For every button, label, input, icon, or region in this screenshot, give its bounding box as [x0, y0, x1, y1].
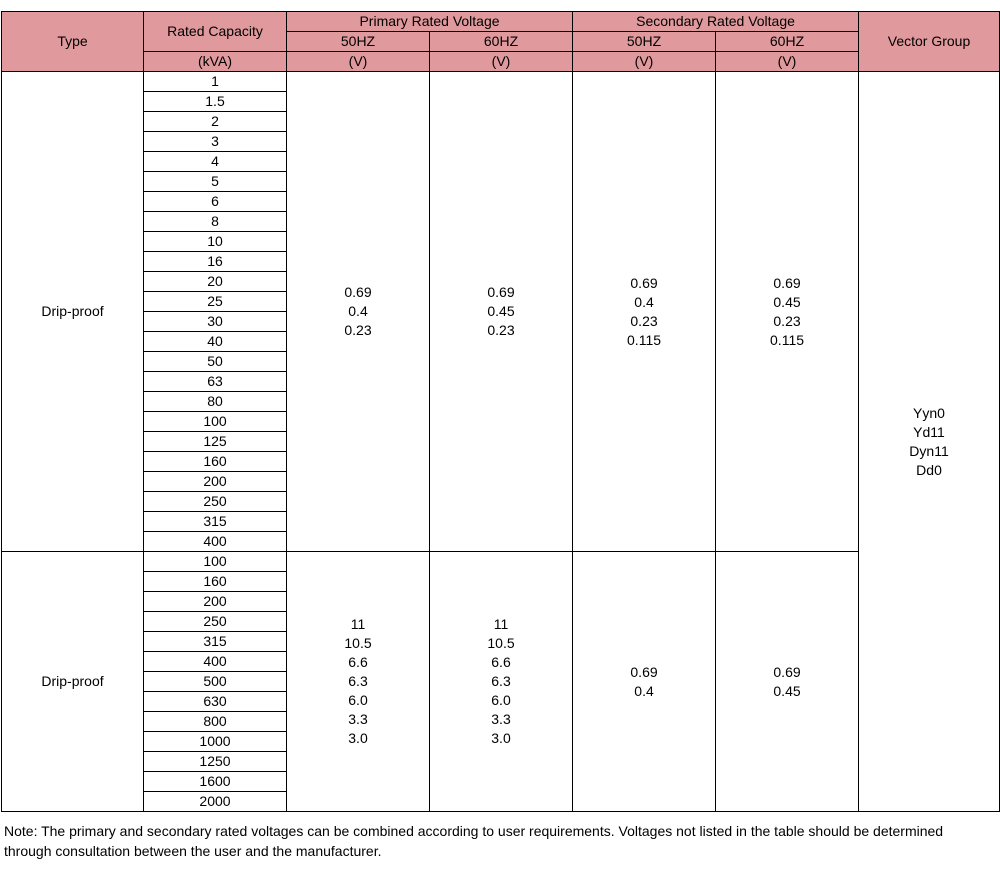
capacity-cell: 160 [143, 451, 287, 472]
header-row-1: Type Rated Capacity Primary Rated Voltag… [1, 11, 1000, 72]
capacity-cell: 800 [143, 711, 287, 732]
secondary-voltage-header: Secondary Rated Voltage [572, 11, 860, 32]
capacity-cell: 40 [143, 331, 287, 352]
table-row: Drip-proof 100 11 10.5 6.6 6.3 6.0 3.3 3.0… [1, 551, 1000, 812]
capacity-cell: 2 [143, 111, 287, 132]
table-note: Note: The primary and secondary rated vo… [4, 823, 944, 859]
secondary-60hz-header: 60HZ [715, 31, 860, 52]
primary-50hz-header: 50HZ [286, 31, 430, 52]
secondary-50hz-header: 50HZ [572, 31, 717, 52]
rated-capacity-header: Rated Capacity [143, 11, 287, 52]
capacity-cell: 3 [143, 131, 287, 152]
capacity-cell: 250 [143, 491, 287, 512]
capacity-cell: 1000 [143, 731, 287, 752]
capacity-cell: 200 [143, 471, 287, 492]
primary-60hz-cell: 0.69 0.45 0.23 [428, 71, 574, 552]
secondary-60hz-unit: (V) [715, 51, 860, 72]
table-row: 2000 [2, 791, 1000, 812]
capacity-cell: 16 [143, 251, 287, 272]
table-row: 40 [2, 331, 1000, 352]
capacity-cell: 1250 [143, 751, 287, 772]
table-row: 1000 [2, 731, 1000, 752]
capacity-cell: 4 [143, 151, 287, 172]
primary-60hz-unit: (V) [428, 51, 574, 72]
type-header: Type [1, 11, 144, 72]
capacity-cell: 80 [143, 391, 287, 412]
capacity-cell: 315 [143, 511, 287, 532]
table-row: 30 [2, 311, 1000, 332]
secondary-60hz-cell: 0.69 0.45 0.23 0.115 [715, 71, 860, 552]
table-row: Drip-proof 1 0.69 0.4 0.23 0.69 0.45 0.23 0.… [1, 71, 1000, 812]
capacity-cell: 5 [143, 171, 287, 192]
header-row-3: (kVA) (V) (V) (V) (V) [2, 51, 1000, 72]
capacity-cell: 400 [143, 651, 287, 672]
table-body: Type Rated Capacity Primary Rated Voltag… [1, 11, 1000, 812]
capacity-cell: 100 [143, 411, 287, 432]
capacity-cell: 1600 [143, 771, 287, 792]
secondary-50hz-cell: 0.69 0.4 0.23 0.115 [572, 71, 717, 552]
capacity-cell: 63 [143, 371, 287, 392]
secondary-50hz-cell: 0.69 0.4 [572, 551, 717, 812]
secondary-60hz-cell: 0.69 0.45 [715, 551, 860, 812]
table-row: 1250 [2, 751, 1000, 772]
table-row: 400 [2, 531, 1000, 552]
capacity-cell: 250 [143, 611, 287, 632]
capacity-cell: 1.5 [143, 91, 287, 112]
capacity-cell: 25 [143, 291, 287, 312]
vector-group-cell: Yyn0 Yd11 Dyn11 Dd0 [858, 71, 1000, 812]
capacity-cell: 160 [143, 571, 287, 592]
table-row: 200 [2, 591, 1000, 612]
capacity-cell: 315 [143, 631, 287, 652]
capacity-cell: 125 [143, 431, 287, 452]
rated-capacity-unit: (kVA) [143, 51, 287, 72]
capacity-cell: 20 [143, 271, 287, 292]
primary-50hz-cell: 11 10.5 6.6 6.3 6.0 3.3 3.0 [286, 551, 430, 812]
primary-50hz-unit: (V) [286, 51, 430, 72]
capacity-cell: 400 [143, 531, 287, 552]
capacity-cell: 2000 [143, 791, 287, 812]
table-row: 250 [2, 491, 1000, 512]
capacity-cell: 10 [143, 231, 287, 252]
type-cell: Drip-proof [1, 551, 144, 812]
capacity-cell: 8 [143, 211, 287, 232]
capacity-cell: 630 [143, 691, 287, 712]
primary-60hz-cell: 11 10.5 6.6 6.3 6.0 3.3 3.0 [428, 551, 574, 812]
table-row: 315 [2, 631, 1000, 652]
transformer-spec-table: Type Rated Capacity Primary Rated Voltag… [1, 11, 1000, 812]
capacity-cell: 50 [143, 351, 287, 372]
capacity-cell: 1 [143, 71, 287, 92]
capacity-cell: 200 [143, 591, 287, 612]
primary-50hz-cell: 0.69 0.4 0.23 [286, 71, 430, 552]
capacity-cell: 6 [143, 191, 287, 212]
vector-group-header: Vector Group [858, 11, 1000, 72]
capacity-cell: 500 [143, 671, 287, 692]
type-cell: Drip-proof [1, 71, 144, 552]
capacity-cell: 100 [143, 551, 287, 572]
primary-voltage-header: Primary Rated Voltage [285, 11, 574, 32]
capacity-cell: 30 [143, 311, 287, 332]
secondary-50hz-unit: (V) [572, 51, 717, 72]
primary-60hz-header: 60HZ [428, 31, 574, 52]
header-row-2: 50HZ 60HZ 50HZ 60HZ [2, 31, 1000, 52]
